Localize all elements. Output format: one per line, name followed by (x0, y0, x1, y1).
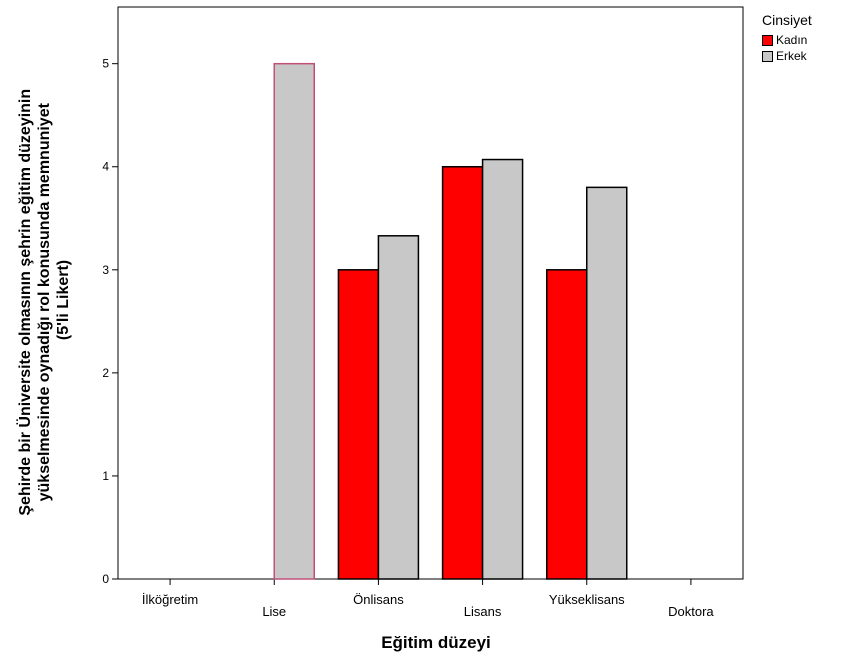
x-tick-label: Önlisans (353, 592, 404, 607)
x-tick-label: Doktora (668, 604, 714, 619)
legend: Cinsiyet Kadın Erkek (762, 12, 812, 64)
bar-erkek (481, 158, 524, 580)
y-tick-label: 5 (102, 57, 109, 71)
y-tick-label: 1 (102, 469, 109, 483)
y-tick-label: 0 (102, 572, 109, 586)
y-axis-title-line-3: (5'li Likert) (55, 260, 72, 340)
bar-kadin (546, 269, 588, 580)
bar-erkek (273, 62, 315, 580)
x-axis-title: Eğitim düzeyi (381, 633, 491, 652)
x-tick-label: Lisans (464, 604, 502, 619)
bar-kadin (441, 165, 484, 580)
legend-label-kadin: Kadın (776, 33, 808, 47)
legend-swatch-erkek (762, 50, 773, 62)
y-axis-title: Şehirde bir Üniversite olmasının şehrin … (15, 84, 72, 515)
x-tick-label: Lise (262, 604, 286, 619)
x-tick-label: Yükseklisans (549, 592, 625, 607)
y-axis-title-line-2: yükselmesinde oynadığı rol konusunda mem… (36, 102, 53, 501)
bar-kadin (337, 269, 380, 580)
plot-area (117, 6, 744, 580)
legend-title: Cinsiyet (762, 12, 812, 28)
legend-swatch-kadin (762, 34, 773, 46)
legend-label-erkek: Erkek (776, 49, 807, 63)
legend-item-kadin: Kadın (762, 32, 812, 48)
y-tick-label: 4 (102, 160, 109, 174)
y-tick-label: 3 (102, 263, 109, 277)
bar-erkek (586, 186, 628, 580)
legend-item-erkek: Erkek (762, 48, 812, 64)
y-tick-label: 2 (102, 366, 109, 380)
y-axis-title-line-1: Şehirde bir Üniversite olmasının şehrin … (15, 89, 34, 516)
x-tick-label: İlköğretim (142, 592, 198, 607)
bar-erkek (377, 235, 420, 580)
